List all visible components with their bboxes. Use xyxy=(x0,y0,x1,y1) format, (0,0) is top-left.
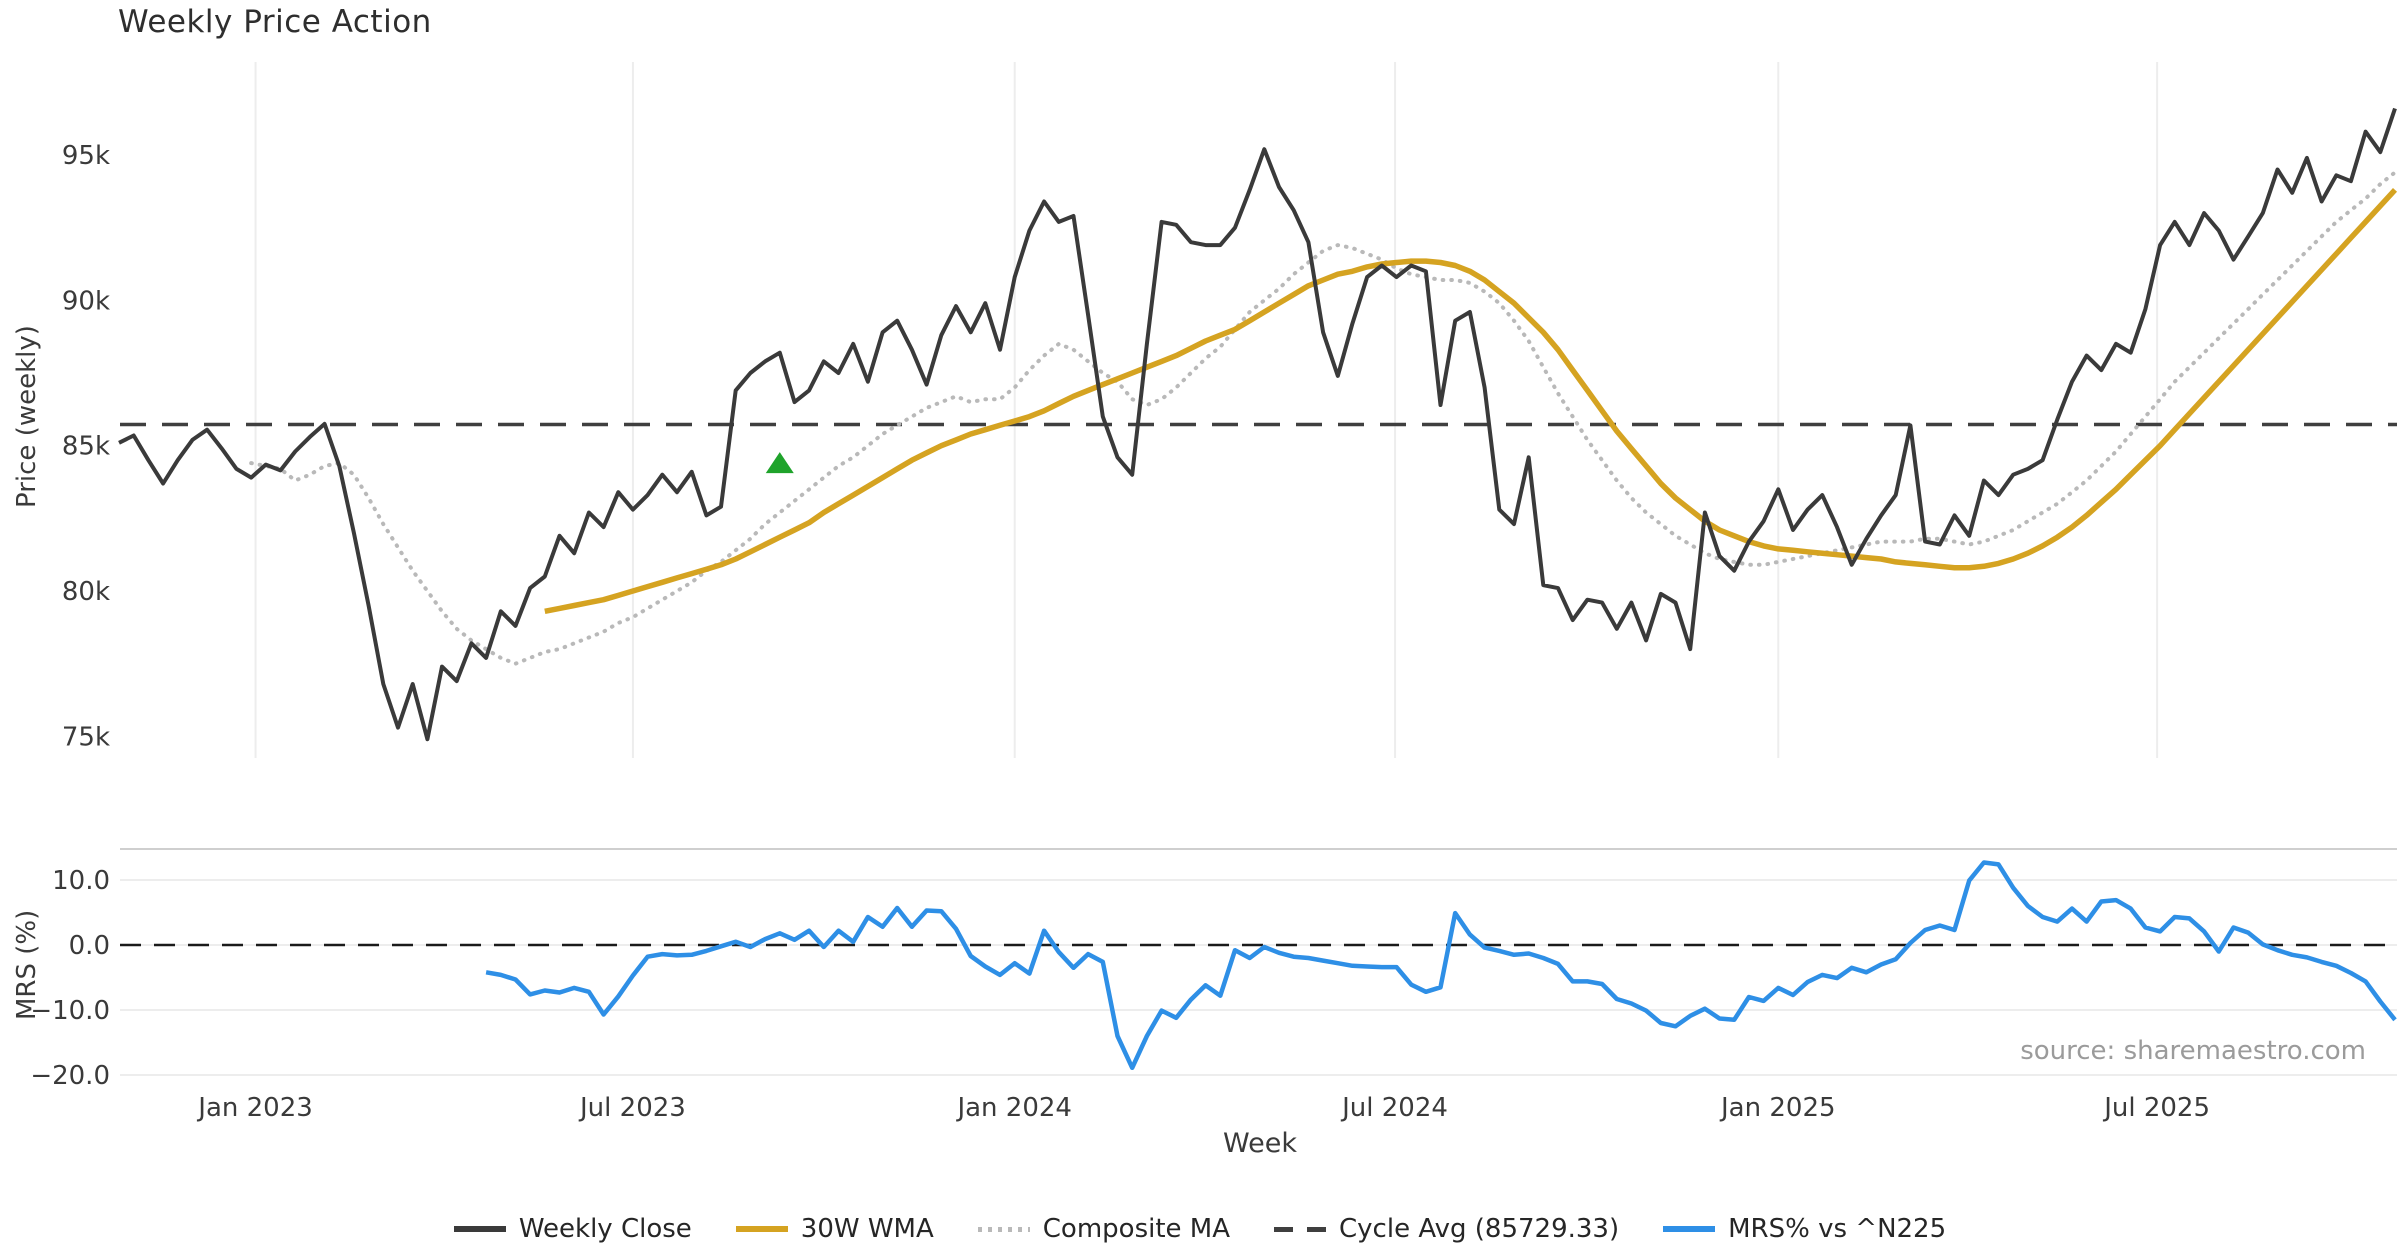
weekly-close-line-swatch-icon xyxy=(453,1226,506,1232)
cycle-avg-swatch-icon xyxy=(1274,1226,1327,1232)
legend-item-weekly-close: Weekly Close xyxy=(453,1214,692,1244)
price-tick-label: 90k xyxy=(62,286,110,316)
legend-label: MRS% vs ^N225 xyxy=(1728,1214,1947,1244)
x-tick-label: Jan 2023 xyxy=(196,1093,313,1123)
mrs-line xyxy=(485,860,2397,1071)
x-axis-label: Week xyxy=(1223,1128,1297,1159)
mrs-tick-label: 0.0 xyxy=(69,931,110,961)
mrs-tick-label: −10.0 xyxy=(30,996,110,1026)
price-tick-label: 80k xyxy=(62,577,110,607)
price-tick-label: 95k xyxy=(62,141,110,171)
x-tick-label: Jul 2023 xyxy=(578,1093,686,1123)
wma-30w-line xyxy=(544,188,2398,614)
legend-label: Composite MA xyxy=(1042,1214,1231,1244)
source-attribution: source: sharemaestro.com xyxy=(2020,1036,2366,1066)
legend-item-cycle-avg: Cycle Avg (85729.33) xyxy=(1274,1214,1619,1244)
legend-item-composite-ma: Composite MA xyxy=(977,1214,1231,1244)
legend-label: Weekly Close xyxy=(518,1214,692,1244)
mrs-line-swatch-icon xyxy=(1663,1226,1716,1232)
mrs-tick-label: −20.0 xyxy=(30,1061,110,1091)
x-tick-label: Jan 2024 xyxy=(955,1093,1072,1123)
legend-label: 30W WMA xyxy=(800,1214,934,1244)
x-tick-label: Jul 2024 xyxy=(1340,1093,1448,1123)
composite-ma-swatch-icon xyxy=(977,1226,1030,1232)
weekly-close-line xyxy=(118,107,2397,742)
legend-label: Cycle Avg (85729.33) xyxy=(1339,1214,1620,1244)
signal-triangle-icon xyxy=(765,452,794,474)
legend-item-mrs: MRS% vs ^N225 xyxy=(1663,1214,1946,1244)
wma-line-swatch-icon xyxy=(735,1226,788,1232)
legend: Weekly Close 30W WMA Composite MA Cycle … xyxy=(0,1214,2400,1244)
x-tick-label: Jul 2025 xyxy=(2102,1093,2210,1123)
mrs-tick-label: 10.0 xyxy=(52,866,110,896)
x-tick-label: Jan 2025 xyxy=(1719,1093,1836,1123)
composite-ma-line xyxy=(249,170,2397,666)
page-title: Weekly Price Action xyxy=(118,4,432,40)
price-tick-label: 75k xyxy=(62,722,110,752)
legend-item-30w-wma: 30W WMA xyxy=(735,1214,934,1244)
price-tick-label: 85k xyxy=(62,432,110,462)
